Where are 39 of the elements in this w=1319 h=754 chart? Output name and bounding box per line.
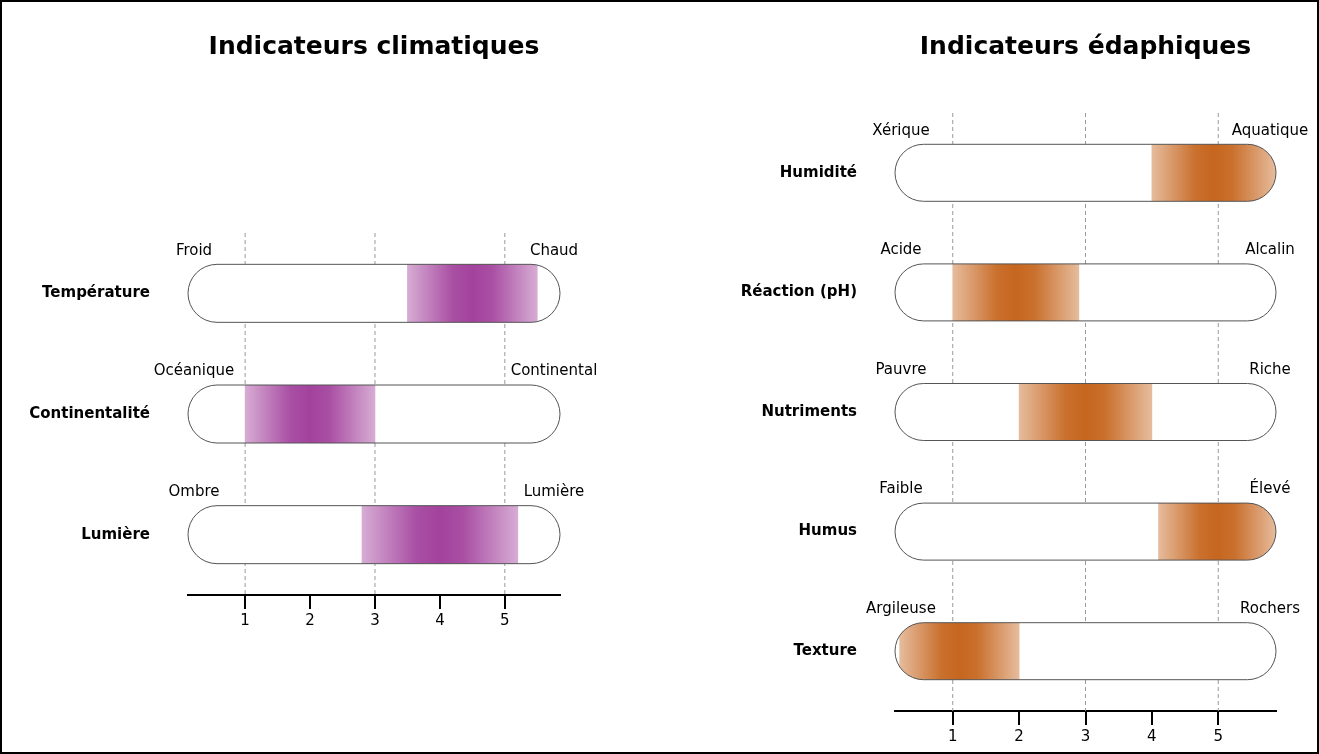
y-tick-label: Lumière	[81, 524, 150, 543]
annotation: Aquatique	[1231, 120, 1309, 139]
annotation: Lumière	[523, 482, 585, 501]
chart-title: Indicateurs édaphiques	[919, 30, 1252, 60]
annotation: Acide	[880, 240, 922, 259]
y-tick-label: Humidité	[779, 162, 857, 181]
annotation: Chaud	[529, 240, 579, 259]
annotation: Riche	[1249, 359, 1291, 378]
y-tick-label: Nutriments	[761, 401, 858, 420]
x-tick-label: 5	[1213, 726, 1224, 745]
annotation: Pauvre	[875, 359, 927, 378]
y-tick-label: Température	[42, 283, 150, 302]
x-tick-label: 4	[1147, 726, 1157, 745]
chart-title: Indicateurs climatiques	[208, 30, 540, 60]
annotation: Faible	[879, 479, 923, 498]
annotation: Océanique	[153, 361, 235, 380]
x-tick-label: 2	[305, 610, 315, 629]
x-tick-label: 3	[370, 610, 380, 629]
y-tick-label: Continentalité	[29, 403, 150, 422]
annotation: Ombre	[168, 482, 220, 501]
x-tick-label: 4	[435, 610, 445, 629]
bar	[899, 622, 1020, 680]
annotation: Élevé	[1249, 478, 1291, 498]
annotation: Xérique	[872, 120, 930, 139]
x-tick-label: 1	[240, 610, 250, 629]
annotation: Rochers	[1240, 599, 1301, 618]
annotation: Alcalin	[1245, 240, 1295, 259]
y-tick-label: Humus	[798, 521, 858, 540]
x-tick-label: 1	[947, 726, 958, 745]
y-tick-label: Texture	[793, 641, 857, 660]
x-tick-label: 2	[1014, 726, 1024, 745]
bar	[1151, 144, 1276, 202]
x-tick-label: 3	[1080, 726, 1091, 745]
annotation: Continental	[510, 361, 598, 380]
x-tick-label: 5	[500, 610, 510, 629]
bar	[1158, 502, 1276, 561]
y-tick-label: Réaction (pH)	[740, 282, 857, 301]
annotation: Froid	[175, 240, 213, 259]
annotation: Argileuse	[866, 599, 936, 618]
